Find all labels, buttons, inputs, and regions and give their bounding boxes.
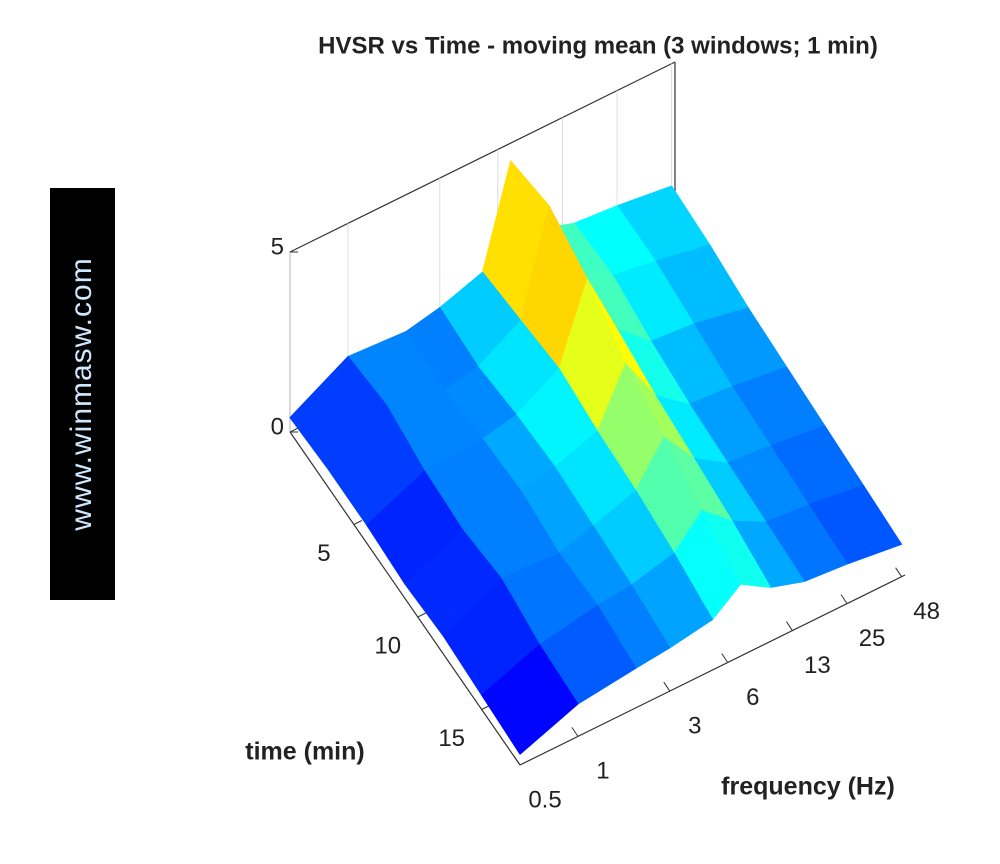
z-tick-label: 0	[271, 413, 284, 440]
x-tick-label: 1	[596, 758, 609, 785]
tick-mark	[417, 612, 427, 618]
z-tick-label: 5	[271, 233, 284, 260]
x-tick-label: 13	[804, 652, 831, 679]
box-edge	[289, 61, 676, 253]
tick-mark	[840, 594, 848, 604]
tick-mark	[785, 621, 793, 631]
y-tick-label: 5	[317, 540, 330, 567]
x-tick-label: 25	[859, 625, 886, 652]
x-tick-label: 6	[746, 684, 759, 711]
x-tick-label: 3	[688, 712, 701, 739]
surface-cell	[481, 644, 579, 755]
chart-title: HVSR vs Time - moving mean (3 windows; 1…	[318, 32, 878, 59]
tick-mark	[895, 567, 903, 577]
tick-mark	[663, 681, 671, 692]
y-axis	[289, 431, 521, 766]
tick-mark	[353, 520, 363, 525]
surface	[289, 160, 903, 755]
y-tick-label: 10	[374, 632, 401, 659]
y-tick-label: 15	[438, 725, 465, 752]
watermark-banner	[50, 188, 115, 600]
x-axis	[519, 574, 906, 766]
tick-mark	[571, 727, 579, 737]
x-axis-label: frequency (Hz)	[721, 773, 895, 801]
tick-mark	[721, 653, 729, 663]
x-tick-label: 48	[913, 598, 940, 625]
watermark: www.winmasw.com	[65, 257, 98, 531]
y-axis-label: time (min)	[245, 738, 364, 766]
x-tick-label: 0.5	[528, 786, 561, 813]
